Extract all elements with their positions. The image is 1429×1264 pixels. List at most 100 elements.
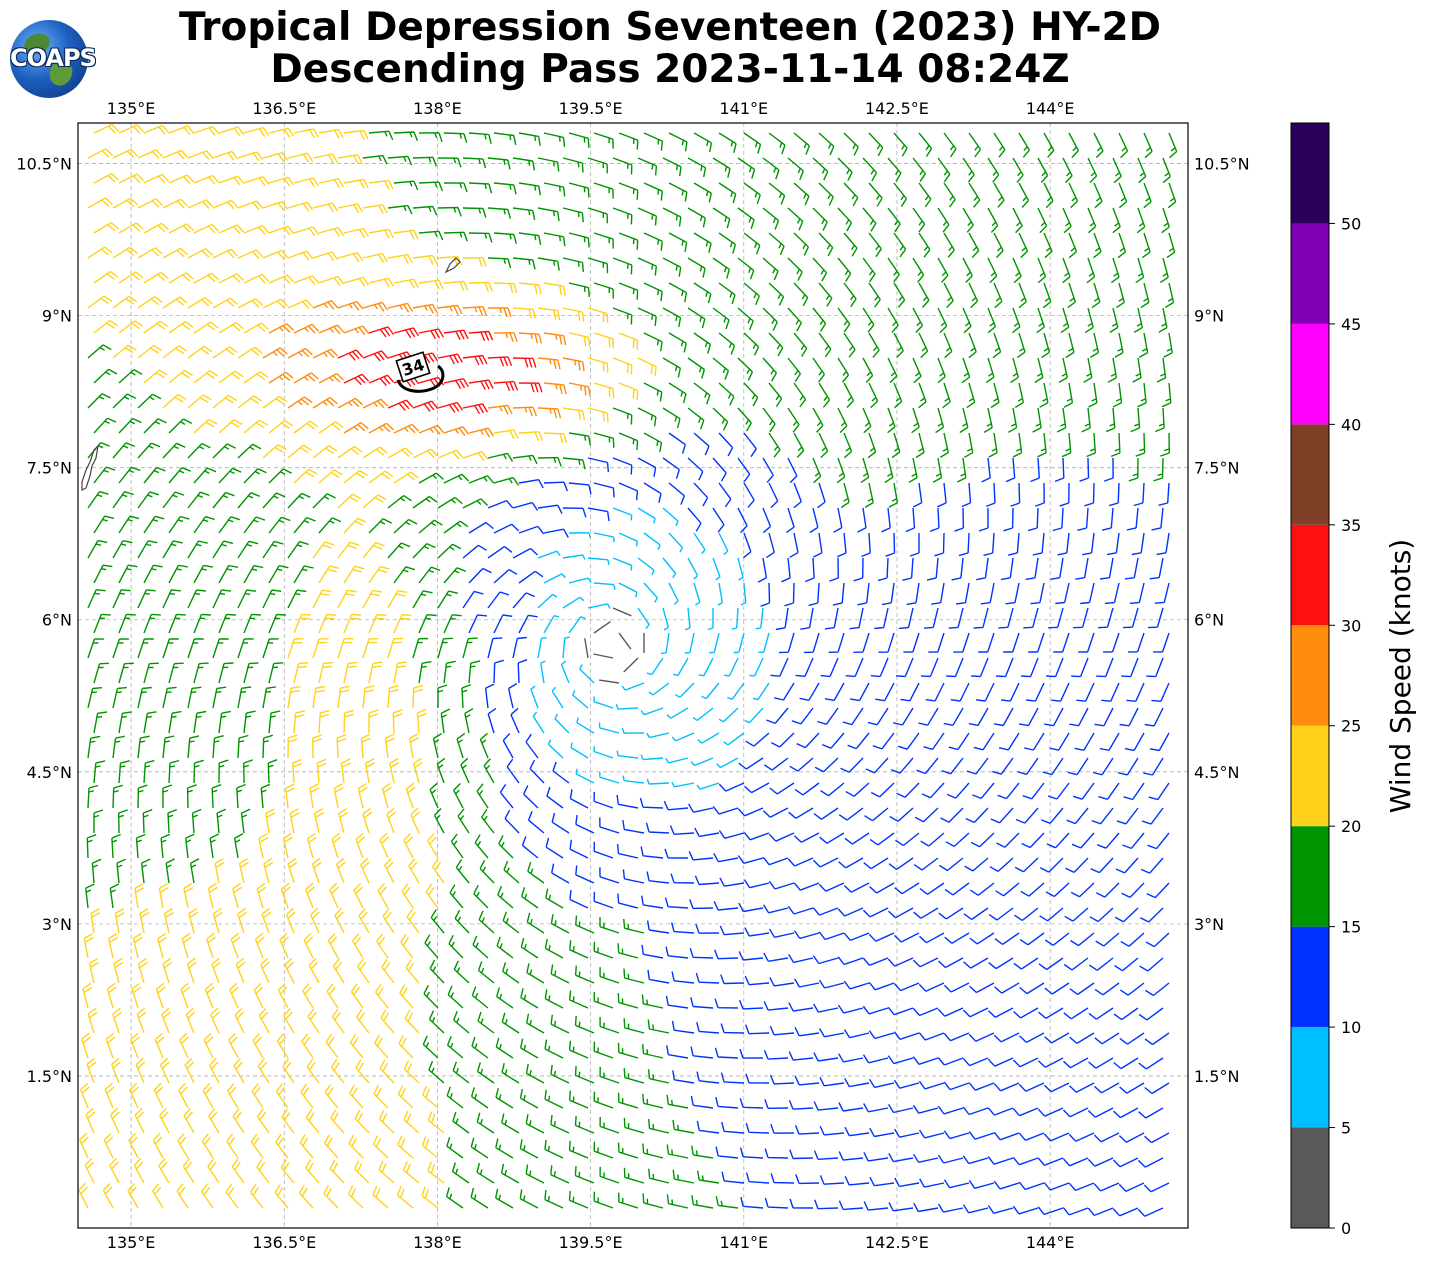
wind-barb [437, 206, 462, 217]
wind-barb [668, 182, 688, 202]
wind-barb [127, 1183, 139, 1209]
wind-barb [529, 759, 545, 784]
wind-barb [118, 662, 134, 684]
wind-barb [671, 971, 695, 984]
wind-barb [212, 150, 239, 161]
wind-barb [464, 708, 474, 734]
wind-barb [543, 481, 569, 492]
wind-barb [261, 907, 272, 934]
wind-barb [1067, 282, 1076, 309]
wind-barb [112, 638, 129, 659]
wind-barb [863, 1201, 889, 1211]
lon-tick-label-bottom: 138°E [413, 1233, 462, 1252]
wind-barb [618, 132, 639, 150]
wind-barb [468, 330, 494, 342]
wind-barb [568, 532, 592, 539]
wind-barb [1020, 882, 1045, 897]
wind-barb [1030, 582, 1045, 605]
wind-barb [1063, 957, 1089, 971]
wind-barb [429, 959, 445, 984]
wind-barb [547, 739, 564, 759]
wind-barb [593, 991, 614, 1009]
wind-barb [647, 1069, 670, 1084]
wind-barb [1048, 607, 1064, 629]
wind-barb [498, 835, 514, 859]
wind-barb [162, 442, 186, 459]
wind-barb [412, 757, 423, 784]
wind-barb [103, 1132, 114, 1159]
wind-barb [329, 1159, 345, 1184]
wind-barb [1167, 182, 1177, 209]
wind-barb [1018, 132, 1030, 158]
wind-barb [340, 758, 351, 784]
wind-barb [1003, 632, 1020, 653]
wind-barb [318, 178, 344, 189]
wind-barb [87, 441, 110, 459]
wind-barb [397, 1085, 414, 1109]
wind-barb [1103, 457, 1114, 482]
wind-barb [668, 382, 687, 404]
wind-barb [812, 457, 822, 484]
wind-barb [800, 607, 814, 630]
wind-barb [983, 532, 995, 557]
wind-barb [250, 1133, 264, 1159]
wind-barb [869, 832, 895, 846]
wind-barb [716, 757, 739, 769]
wind-barb [587, 603, 611, 609]
wind-barb [1063, 382, 1074, 408]
wind-barb [863, 1103, 889, 1113]
wind-barb [919, 1178, 945, 1188]
wind-barb [939, 857, 964, 872]
wind-barb [443, 614, 462, 634]
wind-barb [187, 248, 214, 259]
wind-barb [599, 917, 620, 934]
wind-barb [1094, 707, 1114, 727]
wind-barb [368, 374, 395, 386]
wind-barb [143, 662, 159, 684]
wind-barb [495, 1138, 514, 1159]
wind-barb [789, 532, 799, 558]
wind-barb [112, 246, 138, 259]
wind-barb [1141, 232, 1151, 259]
wind-barb [837, 157, 853, 181]
wind-barb [663, 800, 689, 811]
wind-barb [869, 1127, 895, 1138]
wind-barb [452, 1111, 470, 1134]
wind-barb [1090, 857, 1114, 874]
wind-barb [168, 662, 184, 684]
wind-barb [476, 1162, 495, 1184]
wind-barb [362, 446, 388, 459]
wind-barb [503, 860, 520, 884]
wind-barb [789, 1149, 814, 1160]
colorbar-tick-label: 15 [1341, 918, 1361, 937]
wind-barb [739, 1048, 764, 1059]
wind-barb [250, 1184, 264, 1209]
wind-barb [343, 325, 370, 336]
wind-barb [86, 1057, 97, 1084]
wind-barb [575, 915, 595, 934]
wind-barb [193, 370, 219, 384]
wind-barb [433, 808, 445, 834]
wind-barb [493, 380, 519, 392]
wind-barb [311, 857, 322, 884]
wind-barb [845, 657, 864, 678]
wind-barb [337, 638, 354, 659]
wind-barb [575, 815, 595, 834]
wind-barb [662, 507, 679, 527]
wind-barb [931, 582, 945, 605]
lon-tick-label-top: 142.5°E [865, 99, 929, 118]
wind-barb [368, 613, 387, 634]
wind-barb [1093, 1182, 1120, 1192]
wind-barb [912, 157, 926, 182]
wind-barb [518, 332, 543, 344]
wind-barb [868, 981, 895, 991]
wind-barb [881, 582, 895, 606]
wind-barb [1032, 407, 1042, 433]
wind-barb [570, 742, 589, 759]
wind-barb [593, 432, 615, 448]
wind-barb [860, 457, 870, 484]
wind-barb [372, 1135, 389, 1159]
wind-barb [105, 1032, 116, 1059]
wind-barb [1000, 557, 1014, 581]
wind-barb [593, 582, 616, 590]
